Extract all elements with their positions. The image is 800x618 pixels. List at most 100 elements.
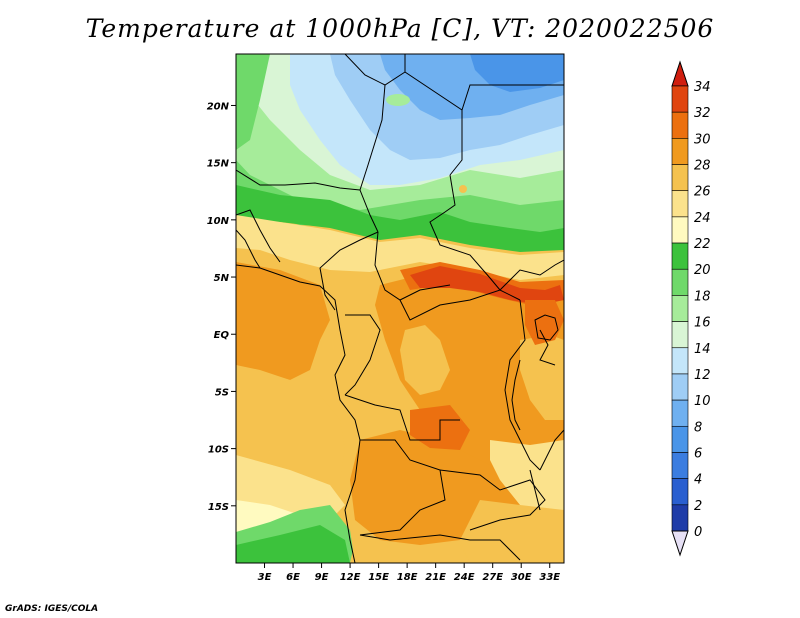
colorbar-label: 0	[694, 525, 702, 540]
lat-tick-label: EQ	[214, 330, 230, 341]
lon-tick-label: 24E	[454, 572, 475, 583]
colorbar-label: 2	[694, 499, 702, 514]
colorbar-band	[671, 242, 689, 270]
colorbar-label: 4	[694, 473, 702, 488]
colorbar-band	[671, 216, 689, 244]
colorbar-label: 34	[694, 80, 711, 95]
colorbar-band	[671, 164, 689, 192]
colorbar-band	[671, 268, 689, 296]
field-ocean-yellow	[236, 455, 345, 520]
colorbar-label: 26	[694, 185, 711, 200]
lat-tick-label: 10N	[207, 216, 230, 227]
colorbar-band	[671, 111, 689, 139]
field-yellow-band	[236, 215, 564, 280]
field-darkgreen-belt	[236, 185, 564, 252]
colorbar-label: 22	[694, 237, 711, 252]
border-west-africa	[236, 209, 281, 263]
lon-tick-label: 9E	[315, 572, 329, 583]
border-chad-east	[429, 174, 501, 291]
border-drc-east	[504, 299, 541, 471]
lon-tick-label: 21E	[425, 572, 446, 583]
field-south-lightorange	[350, 540, 470, 563]
colorbar-band	[671, 373, 689, 401]
field-ocean-orange	[236, 262, 330, 380]
colorbar-label: 32	[694, 106, 711, 121]
field-central-lightorange	[400, 325, 450, 395]
lat-tick-label: 10S	[208, 445, 229, 456]
border-angola	[359, 439, 446, 536]
lon-tick-label: 15E	[368, 572, 389, 583]
map-title: Temperature at 1000hPa [C], VT: 20200225…	[85, 14, 715, 43]
border-chad-west	[359, 84, 386, 233]
field-bluer-north	[470, 54, 564, 92]
colorbar-label: 10	[694, 394, 711, 409]
lon-tick-label: 27E	[482, 572, 503, 583]
border-nigeria-cameroon	[319, 231, 379, 311]
colorbar-label: 8	[694, 420, 702, 435]
colorbar-label: 24	[694, 211, 711, 226]
border-lake-victoria	[534, 314, 559, 341]
field-southwest-darkgreen	[236, 525, 350, 563]
colorbar-label: 28	[694, 159, 711, 174]
lat-tick-label: 5S	[215, 387, 229, 398]
colorbar-band	[671, 425, 689, 453]
lon-tick-label: 33E	[539, 572, 560, 583]
colorbar-band	[671, 138, 689, 165]
colorbar-label: 6	[694, 446, 702, 461]
colorbar-band	[671, 452, 689, 479]
field-east-deeporange	[525, 300, 564, 345]
border-cameroon-car	[374, 231, 451, 301]
border-drc-west	[344, 394, 460, 441]
colorbar-band	[671, 504, 689, 532]
colorbar-label: 18	[694, 289, 711, 304]
border-niger-nigeria	[236, 169, 361, 191]
lat-tick-label: 15S	[208, 502, 229, 513]
colorbar-band	[671, 85, 689, 113]
lon-tick-label: 18E	[397, 572, 418, 583]
field-hotspot-north	[459, 185, 467, 193]
temperature-field	[236, 54, 564, 563]
colorbar-label: 30	[694, 132, 711, 147]
colorbar-label: 20	[694, 263, 711, 278]
colorbar-bottom-arrow	[671, 530, 689, 557]
lon-tick-label: 3E	[258, 572, 272, 583]
border-east-1	[499, 259, 564, 291]
lon-tick-label: 12E	[340, 572, 361, 583]
grads-credit: GrADS: IGES/COLA	[5, 604, 99, 614]
lon-tick-label: 6E	[286, 572, 300, 583]
field-east-lightorange	[520, 335, 564, 420]
latitude-axis: 20N 15N 10N 5N EQ 5S 10S 15S	[207, 101, 236, 513]
lat-tick-label: 15N	[207, 159, 230, 170]
colorbar-band	[671, 190, 689, 218]
plot-frame	[235, 53, 565, 564]
colorbar-band	[671, 399, 689, 427]
colorbar-band	[671, 347, 689, 375]
colorbar-band	[671, 321, 689, 349]
border-coast-gulf	[236, 264, 361, 563]
colorbar-band	[671, 478, 689, 506]
border-east-2	[539, 329, 556, 366]
country-borders	[236, 54, 564, 563]
colorbar-top-arrow	[671, 60, 689, 87]
field-southeast-lightorange	[460, 500, 564, 563]
border-lake-malawi	[529, 469, 541, 511]
border-namibia	[359, 534, 521, 561]
border-congo	[344, 314, 381, 396]
border-tanzania	[539, 429, 564, 471]
lat-tick-label: 5N	[214, 273, 230, 284]
border-zambia	[439, 469, 546, 531]
colorbar-band	[671, 295, 689, 322]
lon-tick-label: 30E	[511, 572, 532, 583]
field-central-red	[410, 266, 564, 305]
border-sudan	[461, 84, 564, 111]
colorbar-label: 12	[694, 368, 711, 383]
field-blob-north	[386, 94, 410, 106]
colorbar-label: 16	[694, 316, 711, 331]
border-car-drc	[399, 289, 521, 321]
lat-tick-label: 20N	[207, 101, 230, 112]
field-greenwest	[236, 54, 270, 150]
colorbar-label: 14	[694, 342, 711, 357]
border-lake-tanganyika	[511, 359, 521, 431]
